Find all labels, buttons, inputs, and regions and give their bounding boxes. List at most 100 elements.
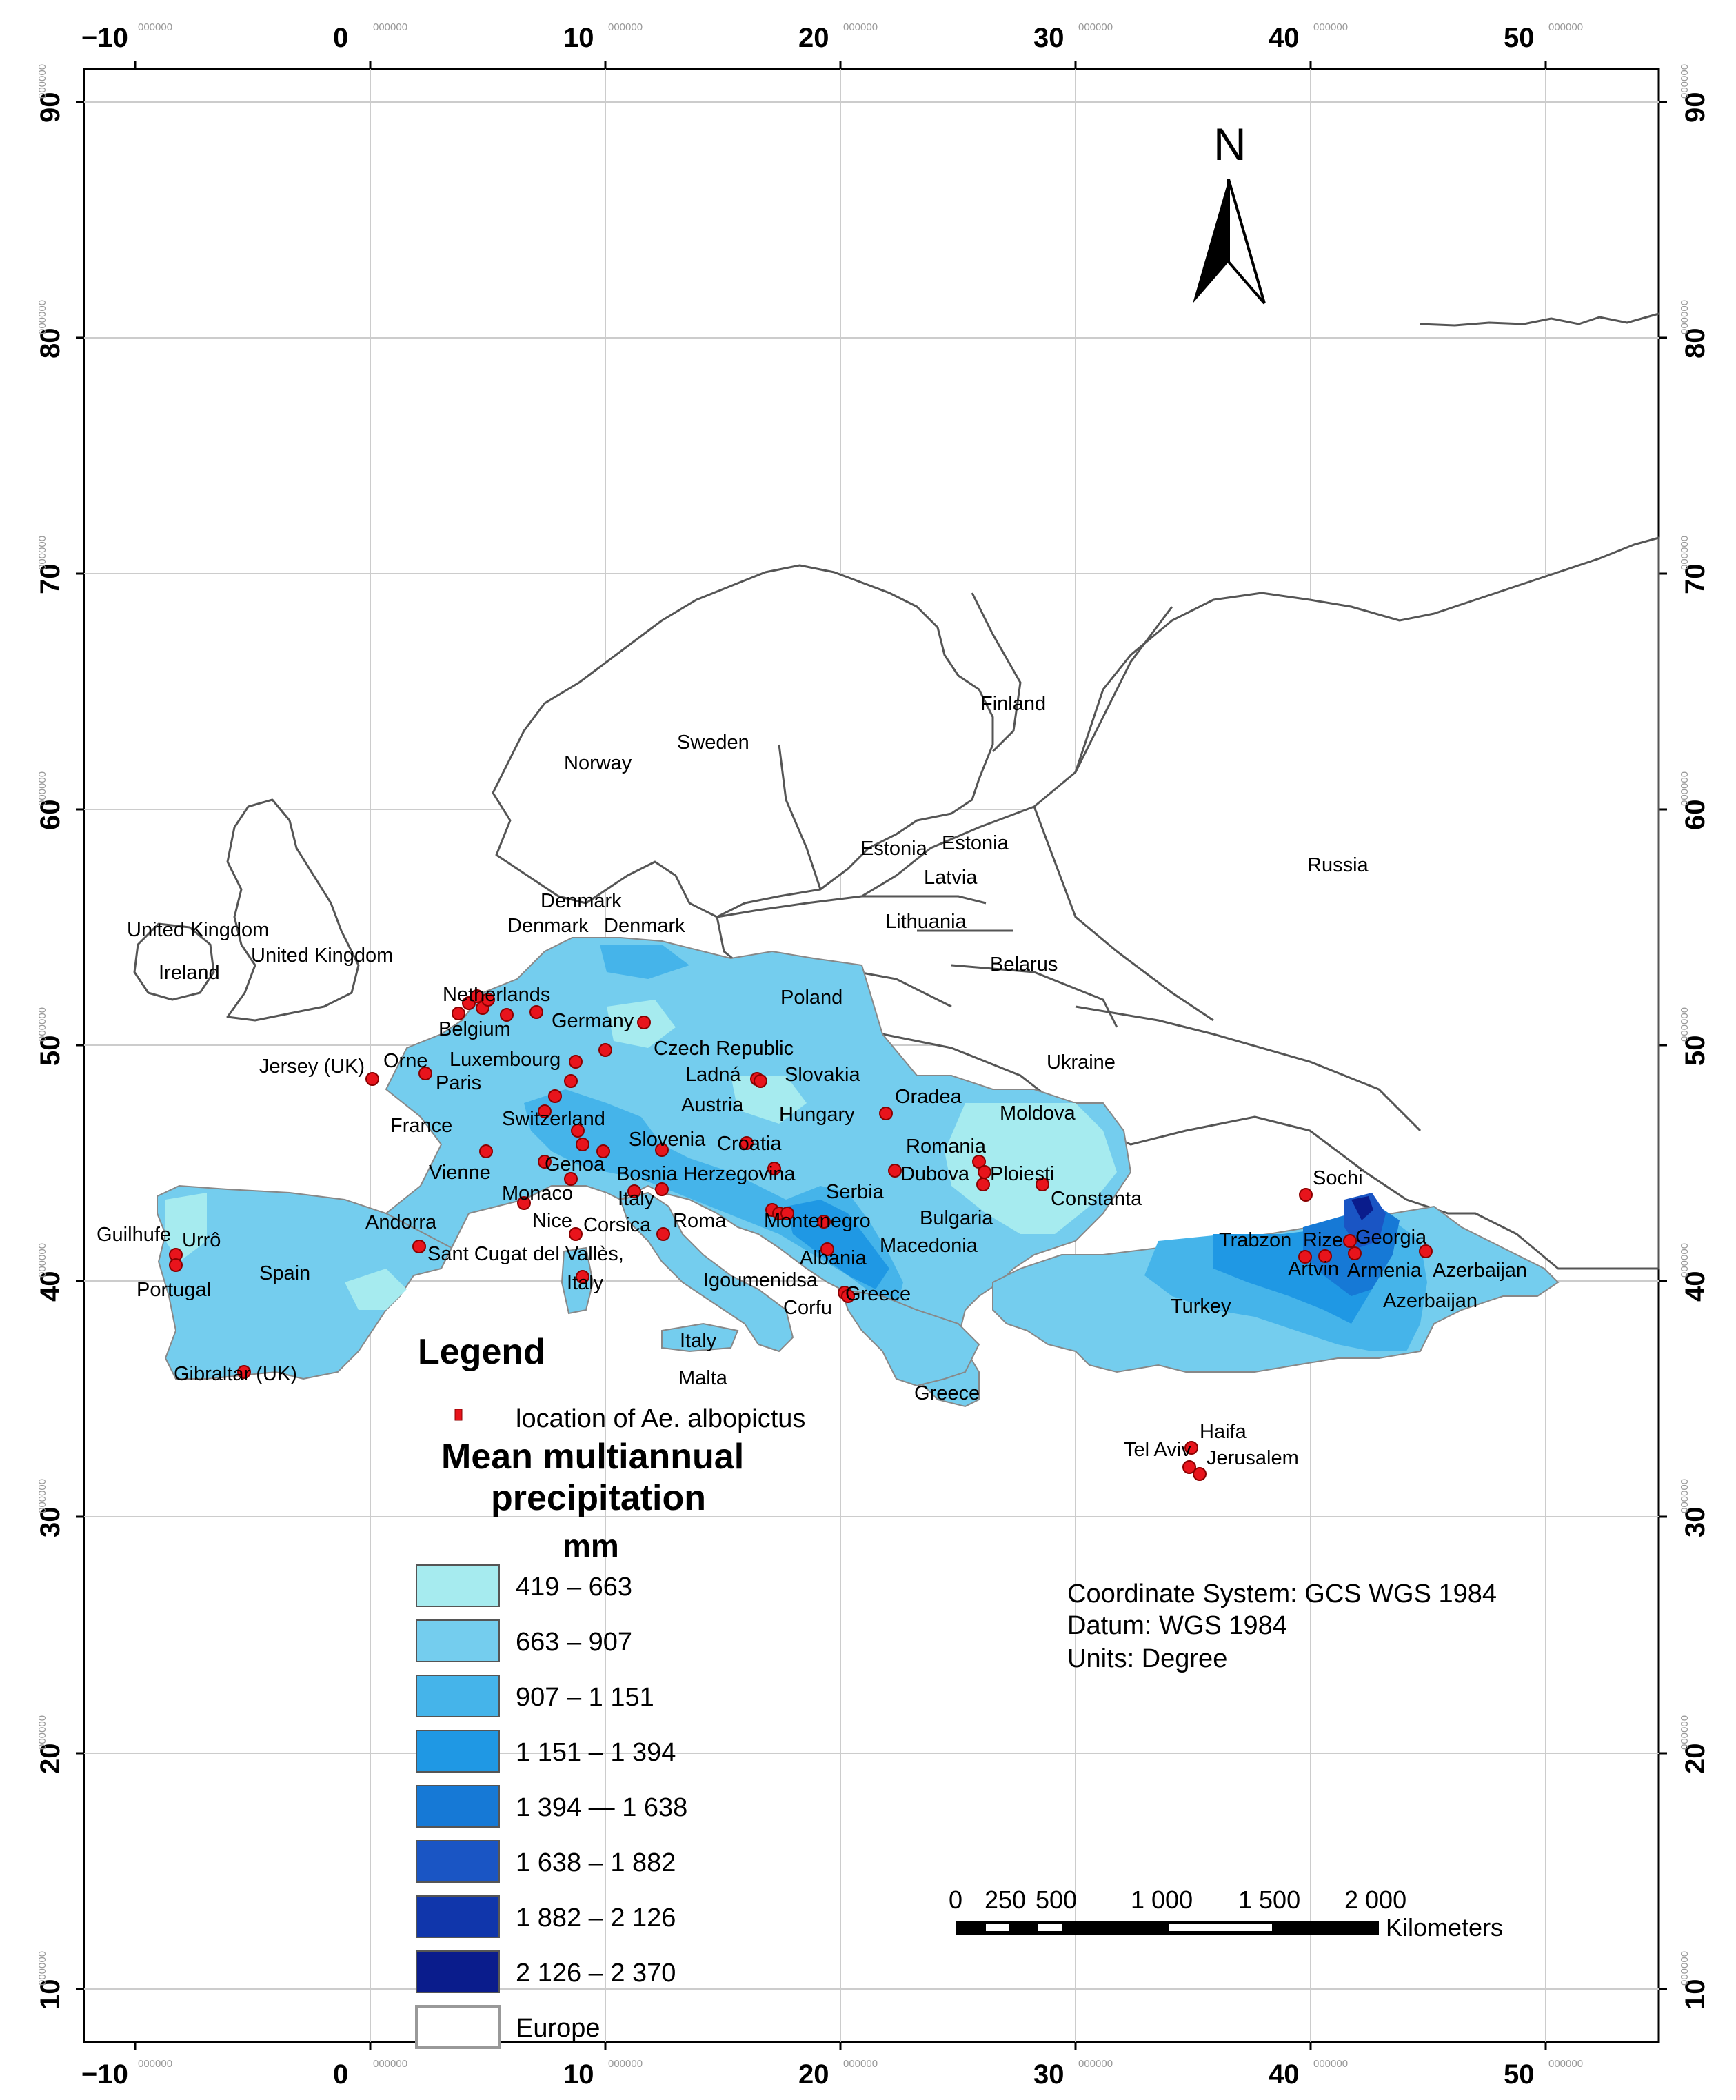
scale-tick-label: 250: [985, 1886, 1026, 1914]
y-tick-suffix: 000000: [1679, 1243, 1690, 1278]
sicily-precip: [661, 1322, 739, 1353]
coordinate-system-text: Coordinate System: GCS WGS 1984: [1067, 1579, 1497, 1608]
occurrence-point: [1318, 1249, 1332, 1263]
legend-swatch: [416, 1730, 500, 1773]
scale-unit: Kilometers: [1386, 1913, 1503, 1941]
y-tick-label: 90: [1680, 92, 1710, 123]
place-label: Jersey (UK): [259, 1056, 365, 1078]
y-tick-label: 90: [35, 92, 65, 123]
place-label: Norway: [564, 752, 632, 774]
occurrence-point: [1193, 1467, 1207, 1481]
place-label: Latvia: [924, 867, 978, 889]
place-label: Denmark: [604, 915, 685, 937]
y-tick-suffix: 000000: [1679, 771, 1690, 806]
occurrence-point: [627, 1184, 641, 1198]
legend-point-symbol: [454, 1409, 463, 1421]
scale-bar: 0 250 500 1 000 1 500 2 000 Kilometers: [949, 1886, 1503, 1941]
y-tick-label: 20: [35, 1744, 65, 1775]
dry-austria: [731, 1076, 807, 1124]
y-tick-suffix: 000000: [37, 1479, 48, 1513]
occurrence-point: [576, 1270, 589, 1284]
scale-tick-label: 1 000: [1131, 1886, 1193, 1914]
y-tick-label: 50: [35, 1036, 65, 1067]
occurrence-point: [1298, 1250, 1312, 1264]
place-label: Corfu: [783, 1297, 832, 1319]
units-text: Units: Degree: [1067, 1644, 1227, 1673]
place-label: Switzerland: [502, 1108, 605, 1130]
place-label: Igoumenidsa: [703, 1269, 818, 1291]
x-tick-label: 10: [563, 23, 594, 53]
iberia-dry2: [345, 1269, 407, 1310]
occurrence-point: [598, 1043, 612, 1057]
ireland-land: [133, 922, 215, 1001]
place-label: Italy: [567, 1272, 604, 1294]
place-label: France: [390, 1115, 452, 1137]
place-label: Ploiesti: [990, 1163, 1055, 1185]
y-tick-suffix: 000000: [37, 300, 48, 334]
x-tick-suffix: 000000: [843, 21, 878, 33]
y-tick-label: 80: [1680, 328, 1710, 359]
x-tick-label: 20: [798, 2059, 829, 2090]
scale-tick-label: 500: [1036, 1886, 1077, 1914]
y-tick-label: 40: [35, 1271, 65, 1302]
place-label: Lithuania: [885, 911, 967, 933]
y-tick-label: 20: [1680, 1744, 1710, 1775]
place-label: Gibraltar (UK): [174, 1363, 297, 1385]
y-tick-suffix: 000000: [1679, 64, 1690, 99]
place-label: Turkey: [1171, 1295, 1231, 1317]
x-axis-bottom: −10 0 10 20 30 40 50 000000 000000 00000…: [81, 2058, 1583, 2090]
legend-unit: mm: [563, 1528, 619, 1564]
x-tick-suffix: 000000: [1313, 2058, 1348, 2070]
x-tick-label: 0: [333, 23, 348, 53]
legend-heading-line1: Mean multiannual: [441, 1437, 744, 1477]
occurrence-point: [879, 1107, 893, 1120]
great-britain-land: [226, 798, 360, 1022]
x-tick-suffix: 000000: [138, 21, 172, 33]
occurrence-point: [780, 1207, 794, 1220]
occurrence-point: [237, 1365, 251, 1379]
y-tick-label: 30: [1680, 1507, 1710, 1538]
legend-title: Legend: [418, 1332, 545, 1372]
occurrence-point: [1419, 1244, 1433, 1258]
legend-class-label: 907 – 1 151: [516, 1683, 654, 1712]
coordinate-info: Coordinate System: GCS WGS 1984 Datum: W…: [1067, 1579, 1497, 1673]
caucasus-core: [1351, 1196, 1373, 1220]
y-tick-label: 10: [35, 1979, 65, 2010]
place-label: Macedonia: [880, 1235, 978, 1257]
occurrence-point: [767, 1162, 781, 1175]
place-label: Bosnia Herzegovina: [616, 1163, 796, 1185]
occurrence-point: [978, 1165, 991, 1179]
y-tick-suffix: 000000: [1679, 1951, 1690, 1986]
legend-class-label: 1 638 – 1 882: [516, 1848, 676, 1877]
datum-text: Datum: WGS 1984: [1067, 1611, 1287, 1640]
place-label: Austria: [681, 1094, 744, 1116]
y-tick-label: 10: [1680, 1979, 1710, 2010]
place-label: Netherlands: [443, 984, 550, 1006]
place-label: Genoa: [545, 1153, 605, 1175]
occurrence-point: [169, 1258, 183, 1272]
x-tick-label: 40: [1269, 23, 1300, 53]
place-label: Orne: [383, 1050, 427, 1072]
y-tick-suffix: 000000: [1679, 1007, 1690, 1042]
place-label: Russia: [1307, 854, 1369, 876]
place-label: Monaco: [502, 1182, 573, 1204]
y-tick-suffix: 000000: [37, 1243, 48, 1278]
place-label: Dubova: [900, 1163, 970, 1185]
place-label: Croatia: [717, 1133, 782, 1155]
x-tick-label: −10: [81, 2059, 128, 2090]
occurrence-point: [1348, 1246, 1362, 1260]
place-label: Azerbaijan: [1433, 1260, 1527, 1282]
place-label: Tel Aviv: [1124, 1439, 1191, 1461]
place-label: Artvin: [1288, 1258, 1339, 1280]
y-tick-label: 40: [1680, 1271, 1710, 1302]
occurrence-point: [817, 1215, 831, 1229]
legend-class-label: 419 – 663: [516, 1573, 632, 1602]
x-tick-label: 50: [1504, 2059, 1535, 2090]
x-tick-suffix: 000000: [1548, 21, 1583, 33]
occurrence-point: [888, 1164, 902, 1178]
place-label: Estonia: [860, 838, 928, 860]
place-label: Roma: [673, 1210, 727, 1232]
x-tick-label: 30: [1033, 2059, 1064, 2090]
x-axis-top: −10 0 10 20 30 40 50 000000 000000 00000…: [81, 21, 1583, 53]
occurrence-point: [596, 1144, 610, 1158]
